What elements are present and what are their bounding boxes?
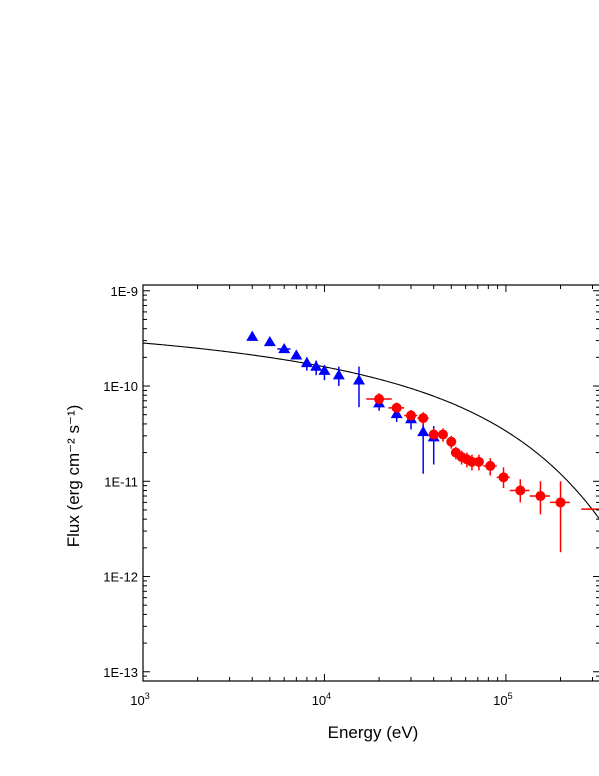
triangle-marker (246, 330, 259, 341)
markers-layer (246, 330, 566, 508)
circle-marker (418, 413, 429, 424)
triangle-marker (300, 356, 313, 368)
circle-marker (446, 436, 457, 447)
triangle-marker (332, 369, 345, 380)
triangle-marker (390, 407, 403, 419)
y-tick-label: 1E-11 (104, 474, 138, 489)
circle-marker (515, 485, 526, 496)
triangle-marker (278, 342, 291, 354)
triangle-marker (310, 360, 323, 371)
x-tick-label: 104 (312, 691, 331, 708)
circle-marker (466, 456, 477, 467)
circle-marker (374, 394, 385, 405)
model-curve (142, 342, 599, 520)
triangle-marker (290, 349, 303, 360)
x-tick-label: 105 (493, 691, 512, 708)
triangle-marker (417, 425, 430, 437)
circle-marker (555, 497, 566, 508)
triangle-marker (318, 364, 331, 375)
circle-marker (535, 491, 546, 502)
error-bars-layer (277, 348, 599, 553)
circle-marker (437, 429, 448, 440)
model-curve-layer (142, 342, 599, 520)
circle-marker (498, 472, 509, 483)
circle-marker (485, 460, 496, 471)
triangle-marker (263, 335, 276, 347)
x-axis-label: Energy (eV) (328, 723, 419, 742)
y-tick-label: 1E-12 (103, 570, 138, 585)
circle-marker (406, 410, 417, 421)
circle-marker (473, 456, 484, 467)
axes-layer: 103 104 105 1E-9 1E-10 1E-11 1E-12 1E-13 (103, 284, 599, 708)
x-tick-label: 103 (130, 691, 149, 708)
y-axis-label: Flux (erg cm⁻² s⁻¹) (64, 405, 83, 548)
circle-marker (428, 429, 439, 440)
y-tick-label: 1E-13 (103, 665, 138, 680)
triangle-marker (352, 374, 365, 385)
plot-frame (142, 284, 599, 682)
y-tick-label: 1E-9 (111, 284, 138, 299)
y-tick-label: 1E-10 (103, 379, 138, 394)
circle-marker (391, 402, 402, 413)
